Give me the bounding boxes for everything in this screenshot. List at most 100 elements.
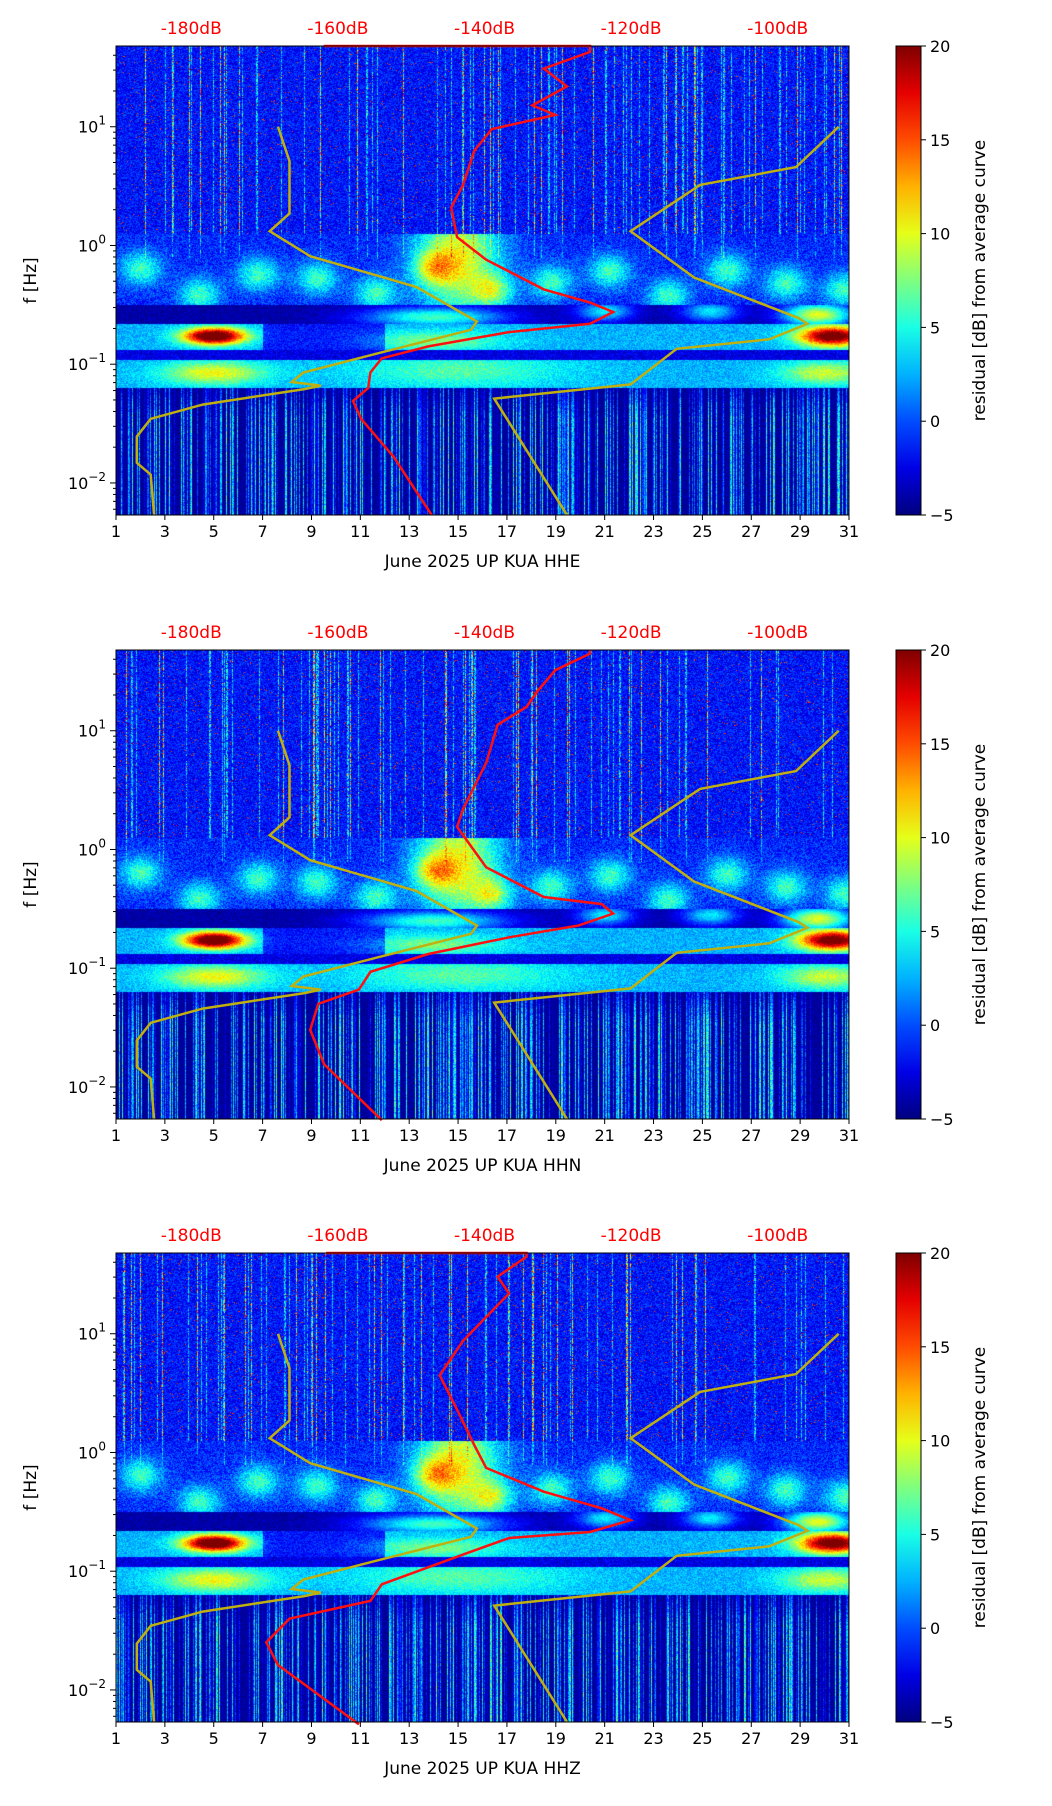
x-tick-label: 19 — [546, 1729, 566, 1748]
x-tick-label: 15 — [448, 1729, 468, 1748]
colorbar-tick-label: 10 — [930, 1432, 950, 1451]
colorbar-tick-label: 10 — [930, 829, 950, 848]
x-tick-label: 11 — [350, 1126, 370, 1145]
x-tick-label: 27 — [741, 522, 761, 541]
top-db-label: -100dB — [747, 19, 808, 39]
colorbar-tick-label: 15 — [930, 131, 950, 150]
colorbar-label: residual [dB] from average curve — [970, 744, 990, 1025]
x-tick-label: 9 — [306, 1729, 316, 1748]
top-db-label: -160dB — [307, 19, 368, 39]
x-tick-label: 25 — [692, 1126, 712, 1145]
x-axis-label: June 2025 UP KUA HHE — [384, 552, 581, 572]
colorbar-label: residual [dB] from average curve — [970, 1347, 990, 1628]
y-axis-label: f [Hz] — [21, 1464, 41, 1510]
y-tick-label: 10−2 — [68, 1677, 106, 1700]
psd-curve — [308, 650, 616, 1122]
colorbar-tick-label: 0 — [930, 1619, 940, 1638]
spectrogram-panel: 1 3 5 7 9 11 13 15 17 19 21 23 25 27 29 31 June 2025 UP … — [0, 0, 1052, 603]
nlnm-curve — [135, 1333, 479, 1723]
x-tick-label: 17 — [497, 522, 517, 541]
colorbar — [895, 1252, 922, 1723]
x-tick-label: 21 — [594, 522, 614, 541]
plot-frame — [115, 649, 850, 1120]
x-axis-label: June 2025 UP KUA HHN — [383, 1156, 582, 1176]
colorbar-tick-label: −5 — [930, 506, 954, 525]
top-db-label: -120dB — [601, 19, 662, 39]
x-tick-label: 31 — [839, 1126, 859, 1145]
x-tick-label: 21 — [594, 1729, 614, 1748]
colorbar-tick-label: 0 — [930, 1016, 940, 1035]
colorbar — [895, 649, 922, 1120]
x-tick-label: 29 — [790, 1126, 810, 1145]
x-tick-label: 29 — [790, 1729, 810, 1748]
top-db-label: -180dB — [161, 19, 222, 39]
x-tick-label: 17 — [497, 1126, 517, 1145]
y-tick-label: 10−1 — [68, 1558, 106, 1581]
x-tick-label: 7 — [258, 1729, 268, 1748]
spectrogram-panel: 1 3 5 7 9 11 13 15 17 19 21 23 25 27 29 31 June 2025 UP … — [0, 604, 1052, 1207]
colorbar-tick-label: 5 — [930, 922, 940, 941]
x-tick-label: 13 — [399, 1126, 419, 1145]
plot-frame — [115, 1252, 850, 1723]
x-tick-label: 29 — [790, 522, 810, 541]
colorbar-tick-label: 5 — [930, 1525, 940, 1544]
x-tick-label: 25 — [692, 1729, 712, 1748]
top-db-label: -120dB — [601, 1226, 662, 1246]
x-tick-label: 19 — [546, 1126, 566, 1145]
psd-curve — [264, 1251, 635, 1726]
x-tick-label: 13 — [399, 522, 419, 541]
y-tick-label: 10−1 — [68, 351, 106, 374]
y-tick-label: 10−1 — [68, 955, 106, 978]
nhnm-curve — [492, 125, 840, 516]
y-tick-label: 100 — [78, 232, 106, 255]
x-tick-label: 3 — [160, 522, 170, 541]
colorbar-label: residual [dB] from average curve — [970, 140, 990, 421]
x-tick-label: 3 — [160, 1729, 170, 1748]
y-axis-label: f [Hz] — [21, 861, 41, 907]
x-tick-label: 31 — [839, 1729, 859, 1748]
plot-frame — [115, 45, 850, 516]
colorbar-tick-label: 15 — [930, 1338, 950, 1357]
colorbar — [895, 45, 922, 516]
nhnm-curve — [492, 729, 840, 1120]
colorbar-tick-label: 20 — [930, 37, 950, 56]
x-axis-label: June 2025 UP KUA HHZ — [383, 1759, 581, 1779]
top-db-label: -160dB — [307, 623, 368, 643]
nhnm-curve — [492, 1332, 840, 1723]
colorbar-tick-label: 0 — [930, 412, 940, 431]
x-tick-label: 7 — [258, 1126, 268, 1145]
x-tick-label: 23 — [643, 522, 663, 541]
x-tick-label: 5 — [209, 1729, 219, 1748]
y-tick-label: 100 — [78, 836, 106, 859]
top-db-label: -100dB — [747, 623, 808, 643]
x-tick-label: 21 — [594, 1126, 614, 1145]
x-tick-label: 11 — [350, 522, 370, 541]
colorbar-tick-label: 15 — [930, 735, 950, 754]
x-tick-label: 5 — [209, 522, 219, 541]
x-tick-label: 23 — [643, 1126, 663, 1145]
top-db-label: -120dB — [601, 623, 662, 643]
spectrogram-heatmap — [116, 1253, 849, 1722]
x-tick-label: 17 — [497, 1729, 517, 1748]
x-tick-label: 1 — [111, 1126, 121, 1145]
top-db-label: -140dB — [454, 19, 515, 39]
x-tick-label: 9 — [306, 522, 316, 541]
x-tick-label: 23 — [643, 1729, 663, 1748]
colorbar-tick-label: 5 — [930, 318, 940, 337]
top-db-label: -140dB — [454, 623, 515, 643]
spectrogram-heatmap — [116, 650, 849, 1119]
x-tick-label: 9 — [306, 1126, 316, 1145]
x-tick-label: 1 — [111, 1729, 121, 1748]
y-tick-label: 101 — [78, 1321, 106, 1344]
spectrogram-panel: 1 3 5 7 9 11 13 15 17 19 21 23 25 27 29 31 June 2025 UP … — [0, 1207, 1052, 1806]
y-tick-label: 10−2 — [68, 1074, 106, 1097]
colorbar-tick-label: −5 — [930, 1713, 954, 1732]
top-db-label: -180dB — [161, 623, 222, 643]
nlnm-curve — [135, 126, 479, 516]
nlnm-curve — [135, 730, 479, 1120]
spectrogram-heatmap — [116, 46, 849, 515]
y-tick-label: 100 — [78, 1439, 106, 1462]
